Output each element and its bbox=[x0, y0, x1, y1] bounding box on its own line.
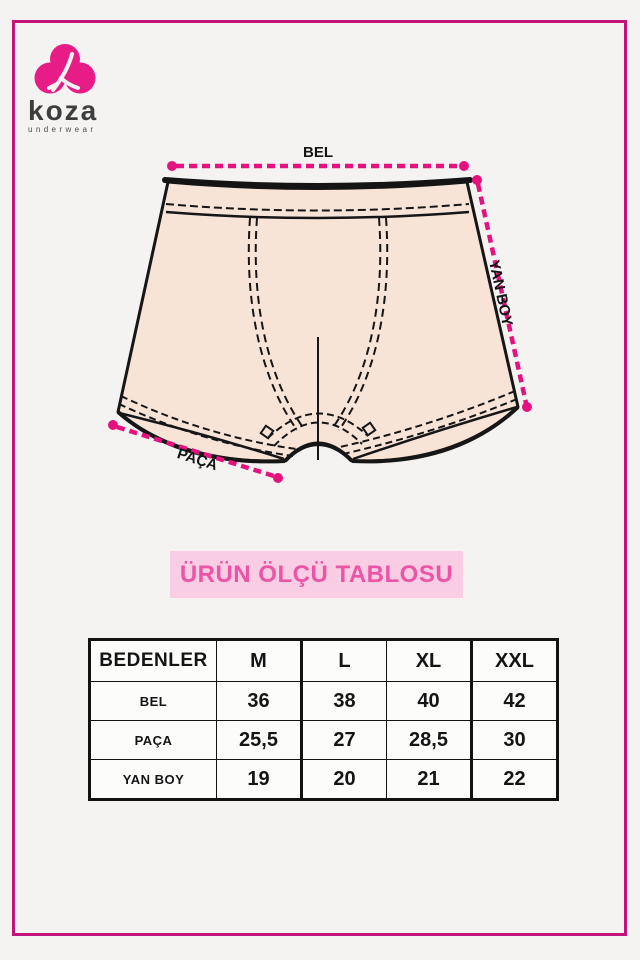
table-cell: 20 bbox=[300, 759, 387, 800]
pouch-seams bbox=[247, 217, 389, 431]
table-cell: 42 bbox=[470, 681, 558, 721]
table-cell: 30 bbox=[470, 720, 558, 760]
table-cell: 36 bbox=[216, 681, 302, 721]
table-cell: 21 bbox=[386, 759, 472, 800]
table-cell: 38 bbox=[300, 681, 387, 721]
left-leg-hem-inner bbox=[118, 411, 285, 461]
bel-measure: BEL bbox=[167, 144, 469, 171]
row-label: PAÇA bbox=[89, 720, 217, 760]
table-cell: 40 bbox=[386, 681, 472, 721]
bar-tacks bbox=[259, 421, 377, 440]
header-size-m: M bbox=[216, 639, 302, 682]
waistband-bottom-seam bbox=[165, 210, 470, 220]
table-header-row: BEDENLER M L XL XXL bbox=[89, 639, 558, 682]
right-leg-hem bbox=[351, 405, 520, 464]
brand-name: koza bbox=[28, 95, 99, 126]
row-label: YAN BOY bbox=[89, 759, 217, 800]
table-cell: 22 bbox=[470, 759, 558, 800]
brand-tagline: underwear bbox=[28, 125, 97, 134]
table-row-paca: PAÇA 25,5 27 28,5 30 bbox=[89, 720, 558, 760]
table-row-bel: BEL 36 38 40 42 bbox=[89, 681, 558, 721]
pink-border-frame bbox=[12, 20, 627, 936]
table-cell: 28,5 bbox=[386, 720, 472, 760]
waistband-stitch bbox=[165, 203, 470, 212]
koza-clover-icon bbox=[34, 44, 96, 94]
bel-label: BEL bbox=[303, 144, 333, 161]
brand-logo: koza underwear bbox=[28, 44, 148, 134]
table-cell: 27 bbox=[300, 720, 387, 760]
table-cell: 19 bbox=[216, 759, 302, 800]
header-size-l: L bbox=[300, 639, 387, 682]
size-table: BEDENLER M L XL XXL BEL 36 38 40 42 PAÇA… bbox=[88, 638, 559, 801]
header-bedenler: BEDENLER bbox=[89, 639, 217, 682]
size-table-banner: ÜRÜN ÖLÇÜ TABLOSU bbox=[170, 551, 463, 598]
header-size-xxl: XXL bbox=[470, 639, 558, 682]
table-row-yanboy: YAN BOY 19 20 21 22 bbox=[89, 759, 558, 800]
row-label: BEL bbox=[89, 681, 217, 721]
boxer-shorts-diagram: BEL YAN BOY PAÇA bbox=[108, 144, 532, 483]
left-leg-hem bbox=[116, 410, 286, 464]
waistband-top-edge bbox=[162, 177, 473, 189]
right-leg-hem-inner bbox=[352, 405, 518, 461]
banner-title: ÜRÜN ÖLÇÜ TABLOSU bbox=[179, 560, 454, 588]
table-cell: 25,5 bbox=[216, 720, 302, 760]
header-size-xl: XL bbox=[386, 639, 472, 682]
